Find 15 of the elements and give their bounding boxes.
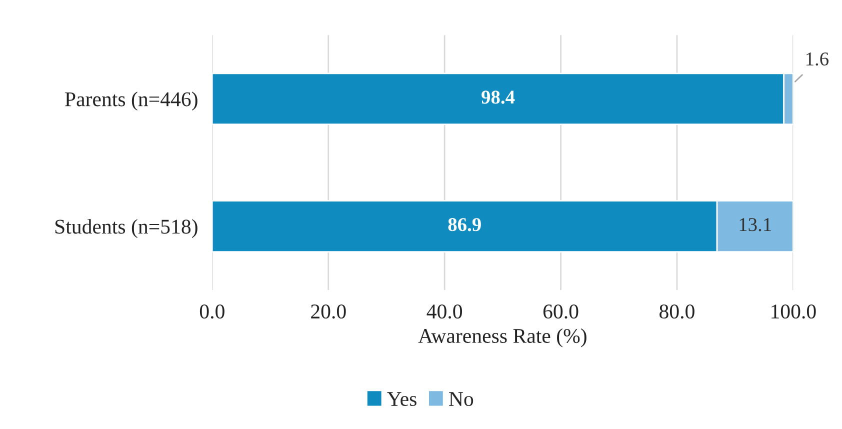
- legend-label: Yes: [387, 392, 416, 406]
- x-tick-label: 40.0: [426, 304, 462, 319]
- legend-label: No: [449, 392, 474, 406]
- y-tick-label: Students (n=518): [55, 219, 198, 238]
- data-label: 98.4: [482, 90, 515, 104]
- x-tick-label: 80.0: [660, 304, 694, 319]
- x-axis-title: Awareness Rate (%): [418, 328, 586, 348]
- data-label: 13.1: [740, 218, 771, 232]
- x-tick-label: 100.0: [772, 304, 816, 319]
- y-tick-label: Parents (n=446): [65, 92, 198, 111]
- data-label: 1.6: [806, 52, 829, 66]
- x-tick-label: 20.0: [311, 304, 346, 319]
- x-tick-label: 0.0: [200, 304, 224, 319]
- data-label: 86.9: [448, 218, 481, 232]
- x-tick-label: 60.0: [543, 304, 578, 319]
